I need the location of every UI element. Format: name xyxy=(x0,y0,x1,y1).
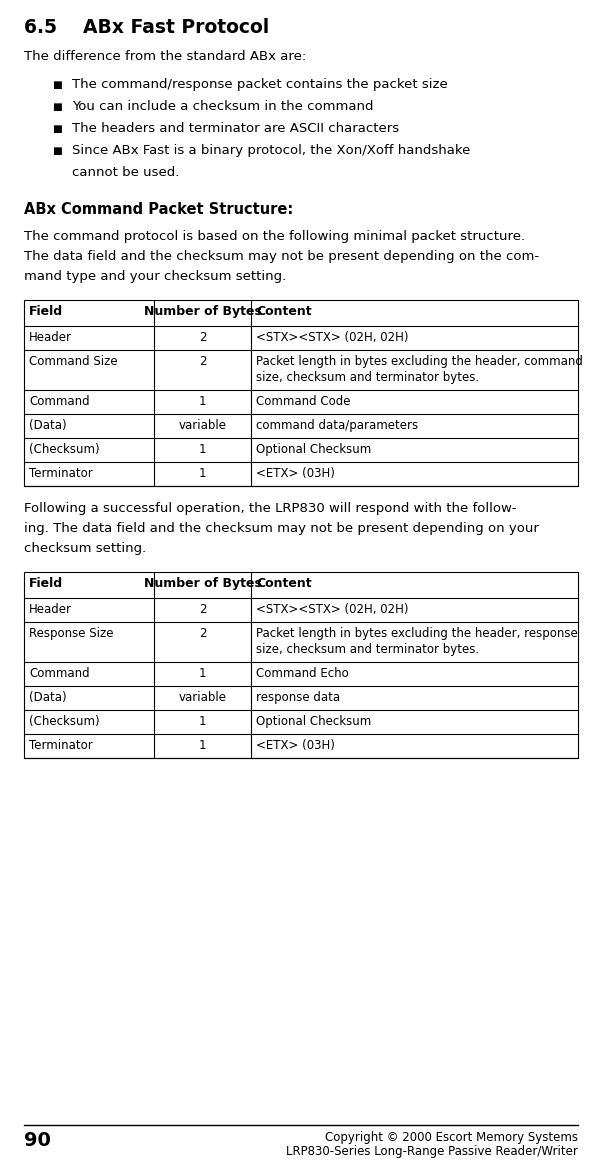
Text: The command/response packet contains the packet size: The command/response packet contains the… xyxy=(72,78,448,91)
Text: LRP830-Series Long-Range Passive Reader/Writer: LRP830-Series Long-Range Passive Reader/… xyxy=(286,1145,578,1158)
Text: The difference from the standard ABx are:: The difference from the standard ABx are… xyxy=(24,50,306,63)
Text: Command Echo: Command Echo xyxy=(256,668,349,680)
Text: variable: variable xyxy=(179,691,227,704)
Text: Header: Header xyxy=(29,331,72,344)
Text: Command Size: Command Size xyxy=(29,355,117,368)
Text: Since ABx Fast is a binary protocol, the Xon/Xoff handshake: Since ABx Fast is a binary protocol, the… xyxy=(72,144,470,158)
Text: (Data): (Data) xyxy=(29,691,67,704)
Text: ■: ■ xyxy=(52,102,62,112)
Text: variable: variable xyxy=(179,419,227,432)
Text: Field: Field xyxy=(29,305,63,317)
Text: size, checksum and terminator bytes.: size, checksum and terminator bytes. xyxy=(256,643,479,656)
Text: ■: ■ xyxy=(52,146,62,156)
Text: (Checksum): (Checksum) xyxy=(29,715,99,728)
Text: 1: 1 xyxy=(199,715,206,728)
Text: checksum setting.: checksum setting. xyxy=(24,541,146,555)
Text: The command protocol is based on the following minimal packet structure.: The command protocol is based on the fol… xyxy=(24,230,525,243)
Text: 2: 2 xyxy=(199,355,206,368)
Text: 2: 2 xyxy=(199,331,206,344)
Text: You can include a checksum in the command: You can include a checksum in the comman… xyxy=(72,100,373,113)
Text: 1: 1 xyxy=(199,467,206,480)
Text: <ETX> (03H): <ETX> (03H) xyxy=(256,467,335,480)
Text: 6.5    ABx Fast Protocol: 6.5 ABx Fast Protocol xyxy=(24,18,269,37)
Text: 2: 2 xyxy=(199,603,206,616)
Text: Command: Command xyxy=(29,394,90,408)
Text: 90: 90 xyxy=(24,1131,51,1149)
Text: size, checksum and terminator bytes.: size, checksum and terminator bytes. xyxy=(256,371,479,384)
Text: Packet length in bytes excluding the header, response: Packet length in bytes excluding the hea… xyxy=(256,627,578,640)
Text: ABx Command Packet Structure:: ABx Command Packet Structure: xyxy=(24,202,293,217)
Text: Command: Command xyxy=(29,668,90,680)
Text: Content: Content xyxy=(256,576,312,591)
Text: Following a successful operation, the LRP830 will respond with the follow-: Following a successful operation, the LR… xyxy=(24,502,517,515)
Text: 1: 1 xyxy=(199,739,206,752)
Text: Terminator: Terminator xyxy=(29,739,93,752)
Text: Terminator: Terminator xyxy=(29,467,93,480)
Text: cannot be used.: cannot be used. xyxy=(72,166,179,179)
Text: The data field and the checksum may not be present depending on the com-: The data field and the checksum may not … xyxy=(24,250,539,263)
Text: Optional Checksum: Optional Checksum xyxy=(256,715,371,728)
Text: Number of Bytes: Number of Bytes xyxy=(144,576,262,591)
Text: ■: ■ xyxy=(52,124,62,134)
Text: <STX><STX> (02H, 02H): <STX><STX> (02H, 02H) xyxy=(256,331,409,344)
Text: command data/parameters: command data/parameters xyxy=(256,419,418,432)
Text: ■: ■ xyxy=(52,81,62,90)
Text: Command Code: Command Code xyxy=(256,394,350,408)
Text: Header: Header xyxy=(29,603,72,616)
Text: 1: 1 xyxy=(199,668,206,680)
Text: Packet length in bytes excluding the header, command: Packet length in bytes excluding the hea… xyxy=(256,355,583,368)
Text: mand type and your checksum setting.: mand type and your checksum setting. xyxy=(24,270,286,284)
Text: Content: Content xyxy=(256,305,312,317)
Bar xyxy=(24,572,578,759)
Text: The headers and terminator are ASCII characters: The headers and terminator are ASCII cha… xyxy=(72,123,399,135)
Text: Optional Checksum: Optional Checksum xyxy=(256,443,371,456)
Text: 1: 1 xyxy=(199,443,206,456)
Text: (Data): (Data) xyxy=(29,419,67,432)
Text: <STX><STX> (02H, 02H): <STX><STX> (02H, 02H) xyxy=(256,603,409,616)
Text: (Checksum): (Checksum) xyxy=(29,443,99,456)
Text: 2: 2 xyxy=(199,627,206,640)
Text: Copyright © 2000 Escort Memory Systems: Copyright © 2000 Escort Memory Systems xyxy=(325,1131,578,1144)
Text: <ETX> (03H): <ETX> (03H) xyxy=(256,739,335,752)
Text: Response Size: Response Size xyxy=(29,627,114,640)
Text: Number of Bytes: Number of Bytes xyxy=(144,305,262,317)
Text: response data: response data xyxy=(256,691,340,704)
Text: 1: 1 xyxy=(199,394,206,408)
Bar xyxy=(24,300,578,485)
Text: Field: Field xyxy=(29,576,63,591)
Text: ing. The data field and the checksum may not be present depending on your: ing. The data field and the checksum may… xyxy=(24,522,539,534)
